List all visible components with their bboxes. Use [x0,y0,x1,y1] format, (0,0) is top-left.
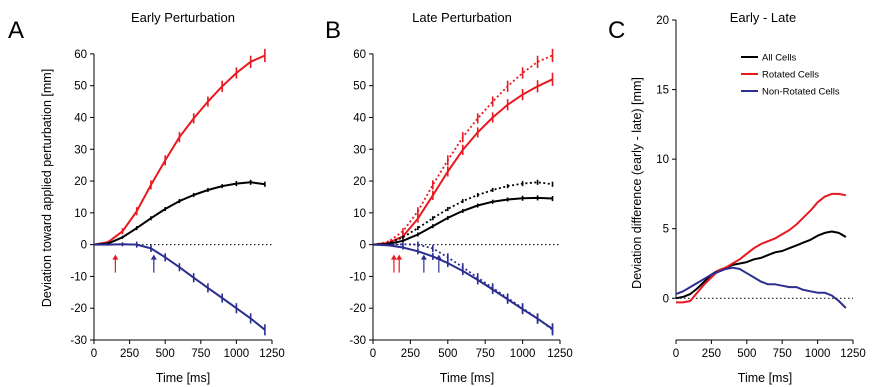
y-tick-label: 30 [74,144,87,156]
y-tick-label: 15 [656,85,669,97]
legend-label: Non-Rotated Cells [762,87,840,98]
onset-arrow-nonrotated [150,254,157,273]
panel-letter-c: C [608,17,625,44]
y-tick-label: 5 [663,224,669,236]
y-axis-label-c: Deviation difference (early - late) [mm] [630,77,644,289]
x-tick-label: 0 [370,348,376,360]
legend-label: All Cells [762,53,797,64]
x-tick-label: 500 [438,348,457,360]
x-axis-label-b: Time [ms] [440,371,494,385]
x-axis-label-a: Time [ms] [156,371,210,385]
x-tick-label: 1000 [510,348,536,360]
y-tick-label: 50 [353,81,366,93]
plot-area-a: -30 -20 -10 0 10 20 30 40 50 60 0 250 500 750 1000 1250 [70,48,285,360]
y-tick-label: 30 [353,144,366,156]
y-tick-label: 50 [74,81,87,93]
y-tick-label: 40 [353,112,366,124]
x-tick-label: 750 [773,348,792,360]
panel-title-b: Late Perturbation [412,10,512,25]
y-tick-label: 0 [663,293,669,305]
y-tick-label: 60 [74,49,87,61]
y-tick-label: 20 [656,15,669,27]
series-line-all-dotted [372,181,553,246]
onset-arrow-nonrotated [420,254,427,273]
panel-c: C Early - Late Deviation difference (ear… [608,10,866,385]
onset-arrow-rotated [396,254,403,273]
x-tick-label: 500 [737,348,756,360]
panel-a: A Early Perturbation Deviation toward ap… [8,10,285,385]
legend-label: Rotated Cells [762,70,819,81]
x-tick-label: 0 [91,348,97,360]
x-tick-label: 1250 [840,348,866,360]
panel-b: B Late Perturbation Time [ms] -30 -20 -10 0… [325,10,573,385]
series-line-nonrotated [675,266,847,309]
plot-area-c: 0 5 10 15 20 0 250 500 750 1000 1250 [656,15,866,360]
x-tick-label: 750 [191,348,210,360]
y-tick-label: -10 [70,271,87,283]
y-tick-label: 20 [74,176,87,188]
x-tick-label: 1250 [547,348,573,360]
series-line-rotated [93,54,266,246]
series-line-rotated [676,192,847,304]
y-tick-label: 40 [74,112,87,124]
panel-title-c: Early - Late [730,10,796,25]
y-tick-label: 20 [353,176,366,188]
y-tick-label: -20 [70,303,87,315]
y-tick-label: -20 [349,303,366,315]
plot-area-b: -30 -20 -10 0 10 20 30 40 50 60 0 250 500 750 1000 1250 [349,48,573,360]
onset-arrow-rotated [112,254,119,273]
y-tick-label: -30 [70,335,87,347]
y-axis-label-a: Deviation toward applied perturbation [m… [40,69,54,307]
onset-arrow-rotated [390,254,397,273]
x-tick-label: 1250 [259,348,285,360]
y-tick-label: 0 [360,240,366,252]
x-tick-label: 250 [401,348,420,360]
panel-letter-a: A [8,17,24,44]
x-tick-label: 0 [673,348,679,360]
series-line-rotated [372,78,553,246]
y-tick-label: 10 [353,208,366,220]
x-tick-label: 1000 [224,348,250,360]
y-tick-label: 60 [353,49,366,61]
y-tick-label: 10 [74,208,87,220]
x-tick-label: 750 [476,348,495,360]
legend: All Cells Rotated Cells Non-Rotated Cells [741,53,840,98]
y-tick-label: -30 [349,335,366,347]
panel-letter-b: B [325,17,341,44]
x-tick-label: 250 [702,348,721,360]
x-axis-label-c: Time [ms] [738,371,792,385]
y-tick-label: 0 [81,240,87,252]
series-line-all [675,230,847,300]
series-line-all [93,181,266,246]
panel-title-a: Early Perturbation [131,10,235,25]
y-tick-label: -10 [349,271,366,283]
x-tick-label: 500 [156,348,175,360]
onset-arrow-nonrotated [435,254,442,273]
y-tick-label: 10 [656,154,669,166]
x-tick-label: 250 [120,348,139,360]
series-line-nonrotated [94,243,266,331]
x-tick-label: 1000 [805,348,831,360]
